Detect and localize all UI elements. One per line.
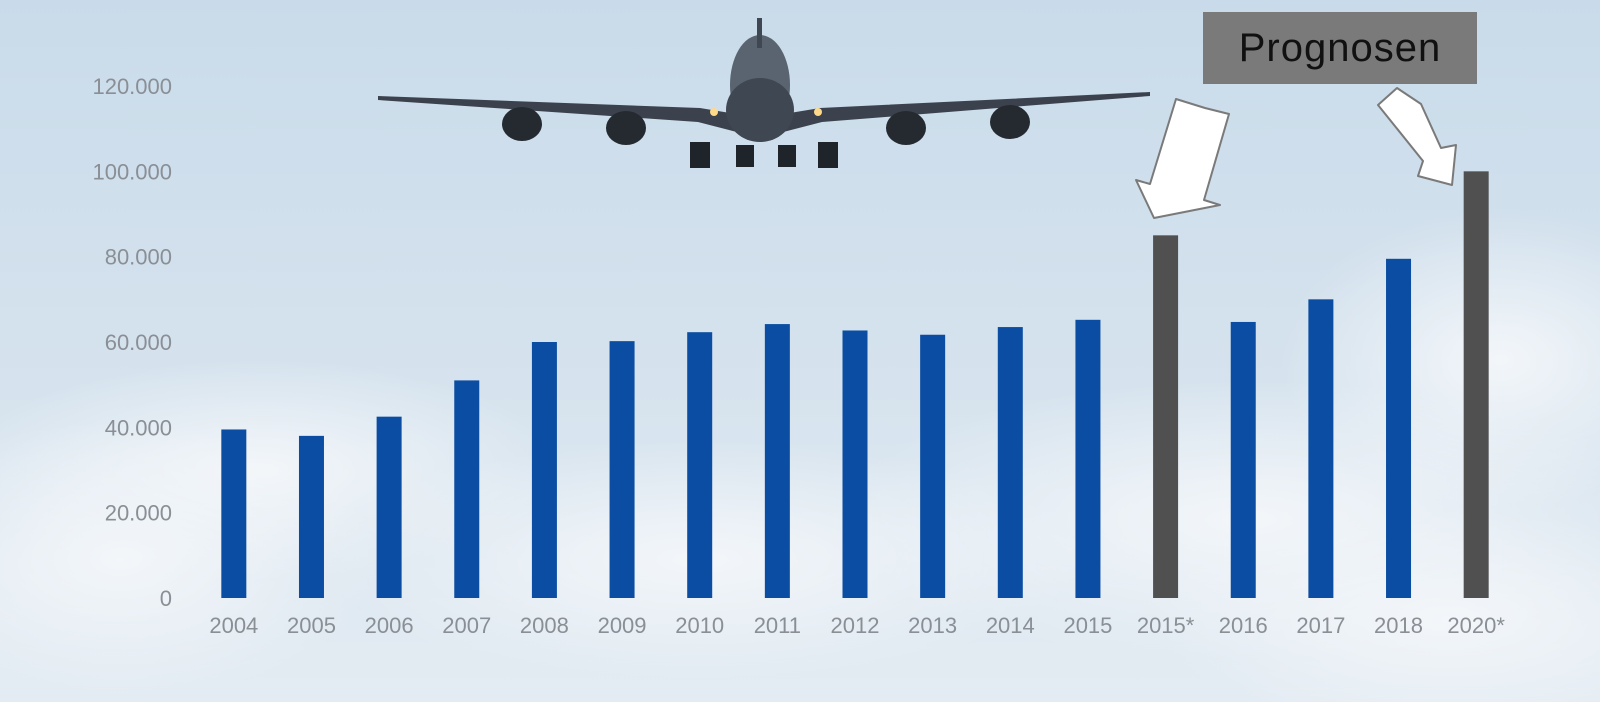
x-tick-label: 2005 [287, 613, 336, 638]
x-tick-label: 2015 [1063, 613, 1112, 638]
x-tick-label: 2012 [831, 613, 880, 638]
y-axis: 0 20.000 40.000 60.000 80.000 100.000 120.000 [92, 74, 172, 611]
airplane-image [378, 18, 1150, 168]
x-tick-label: 2011 [754, 613, 801, 638]
x-tick-label: 2010 [675, 613, 724, 638]
bar [531, 342, 557, 598]
x-tick-label: 2008 [520, 613, 569, 638]
x-tick-label: 2016 [1219, 613, 1268, 638]
forecast-bar [1463, 171, 1489, 599]
x-tick-label: 2015* [1137, 613, 1195, 638]
arrow-to-2020-forecast-icon [1377, 87, 1457, 186]
bar [298, 435, 324, 598]
y-tick-label: 40.000 [105, 415, 172, 440]
bar [842, 330, 868, 598]
bar [1230, 321, 1256, 598]
forecast-bar [1153, 235, 1179, 599]
bar [1308, 299, 1334, 598]
bar [1386, 258, 1412, 598]
y-tick-label: 120.000 [92, 74, 172, 99]
y-tick-label: 0 [160, 586, 172, 611]
y-tick-label: 100.000 [92, 159, 172, 184]
x-tick-label: 2007 [442, 613, 491, 638]
y-tick-label: 60.000 [105, 330, 172, 355]
arrow-to-2015-forecast-icon [1135, 98, 1230, 219]
bar [221, 429, 247, 598]
x-tick-label: 2017 [1296, 613, 1345, 638]
y-tick-label: 80.000 [105, 245, 172, 270]
x-tick-label: 2006 [365, 613, 414, 638]
callout-arrows [1135, 87, 1457, 219]
x-tick-label: 2009 [598, 613, 647, 638]
x-axis: 2004 2005 2006 2007 2008 2009 2010 2011 2012 2013… [209, 613, 1505, 638]
x-tick-label: 2020* [1447, 613, 1505, 638]
bar [609, 341, 635, 598]
forecast-callout-label: Prognosen [1203, 12, 1477, 84]
x-tick-label: 2004 [209, 613, 258, 638]
bar [376, 416, 402, 598]
bar [920, 334, 946, 598]
bar [764, 324, 790, 598]
x-tick-label: 2013 [908, 613, 957, 638]
bar [1075, 319, 1101, 598]
bars [221, 171, 1489, 599]
bar [687, 332, 713, 598]
x-tick-label: 2014 [986, 613, 1035, 638]
x-tick-label: 2018 [1374, 613, 1423, 638]
bar [454, 380, 480, 598]
bar [997, 327, 1023, 598]
y-tick-label: 20.000 [105, 501, 172, 526]
